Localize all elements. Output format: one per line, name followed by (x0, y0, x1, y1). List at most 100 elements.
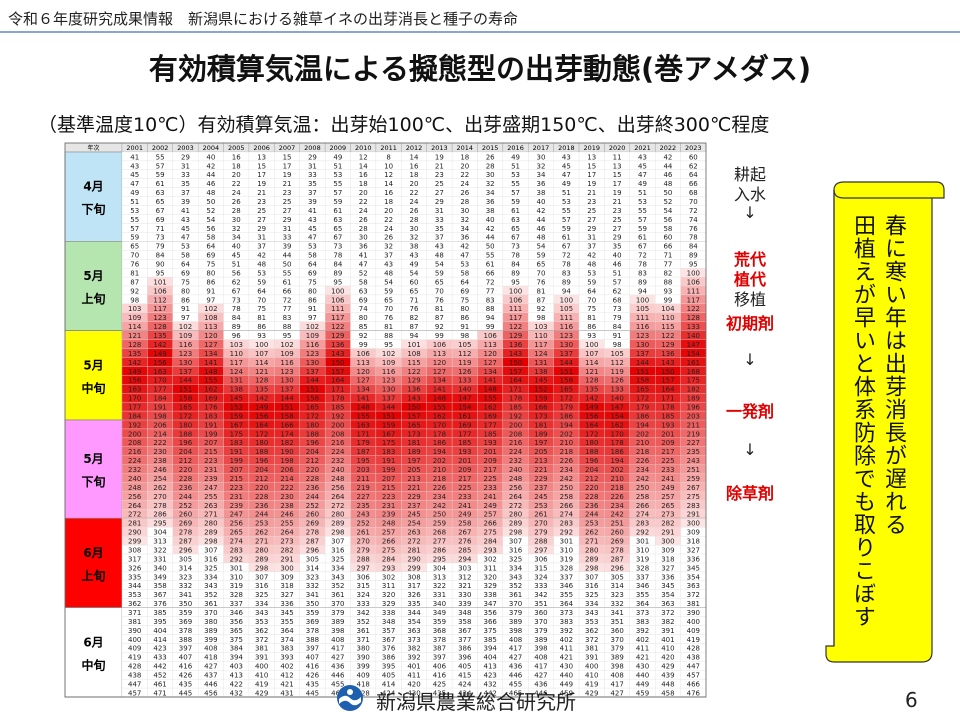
cell-value: 75 (257, 305, 266, 313)
period-month: 6月 (83, 546, 103, 560)
cell-value: 364 (280, 627, 294, 635)
cell-value: 165 (407, 421, 420, 429)
cell-value: 307 (331, 538, 344, 546)
cell-value: 65 (511, 225, 520, 233)
cell-value: 54 (663, 207, 672, 215)
cell-value: 370 (534, 618, 547, 626)
cell-value: 129 (509, 332, 522, 340)
cell-value: 73 (333, 243, 342, 251)
cell-value: 44 (283, 252, 292, 260)
cell-value: 74 (689, 216, 698, 224)
cell-value: 349 (153, 573, 166, 581)
cell-value: 86 (308, 296, 317, 304)
cell-value: 327 (687, 546, 700, 554)
cell-value: 54 (384, 278, 393, 286)
cell-value: 191 (382, 457, 395, 465)
cell-value: 103 (128, 305, 141, 313)
cell-value: 316 (585, 582, 599, 590)
cell-value: 122 (661, 332, 674, 340)
cell-value: 129 (331, 332, 344, 340)
cell-value: 205 (407, 466, 420, 474)
cell-value: 402 (280, 663, 293, 671)
cell-value: 181 (407, 439, 420, 447)
cell-value: 259 (687, 475, 700, 483)
cell-value: 40 (232, 243, 241, 251)
cell-value: 61 (333, 207, 342, 215)
cell-value: 274 (560, 511, 574, 519)
cell-value: 267 (687, 484, 700, 492)
cell-value: 284 (483, 538, 497, 546)
cell-value: 327 (280, 591, 293, 599)
cell-value: 361 (509, 591, 522, 599)
year-label: 2001 (126, 144, 143, 152)
cell-value: 48 (536, 234, 545, 242)
cell-value: 197 (534, 439, 547, 447)
cell-value: 87 (435, 314, 444, 322)
cell-value: 244 (179, 493, 193, 501)
cell-value: 47 (308, 234, 317, 242)
cell-value: 275 (483, 529, 496, 537)
cell-value: 391 (661, 627, 674, 635)
cell-value: 199 (204, 430, 217, 438)
cell-value: 115 (661, 323, 674, 331)
cell-value: 260 (179, 511, 192, 519)
cell-value: 73 (156, 234, 165, 242)
cell-value: 78 (689, 234, 698, 242)
cell-value: 343 (255, 609, 268, 617)
cell-value: 411 (560, 645, 573, 653)
cell-value: 427 (331, 654, 344, 662)
cell-value: 314 (179, 564, 193, 572)
cell-value: 315 (357, 582, 370, 590)
cell-value: 174 (280, 430, 294, 438)
cell-value: 162 (204, 386, 217, 394)
cell-value: 295 (433, 555, 446, 563)
cell-value: 382 (661, 618, 674, 626)
cell-value: 270 (153, 493, 166, 501)
cell-value: 28 (359, 225, 368, 233)
cell-value: 164 (661, 386, 675, 394)
cell-value: 319 (560, 555, 573, 563)
cell-value: 183 (382, 448, 395, 456)
cell-value: 363 (407, 627, 420, 635)
cell-value: 123 (636, 332, 649, 340)
cell-value: 137 (636, 350, 649, 358)
cell-value: 105 (610, 350, 623, 358)
cell-value: 78 (333, 252, 342, 260)
cell-value: 97 (181, 314, 190, 322)
cell-value: 232 (128, 466, 141, 474)
cell-value: 196 (255, 457, 269, 465)
cell-value: 172 (255, 430, 268, 438)
cell-value: 240 (509, 466, 522, 474)
cell-value: 25 (283, 198, 292, 206)
cell-value: 150 (407, 403, 420, 411)
cell-value: 353 (128, 591, 141, 599)
cell-value: 329 (382, 600, 395, 608)
cell-value: 408 (204, 645, 217, 653)
note: 移植 (733, 290, 766, 309)
cell-value: 293 (483, 546, 496, 554)
cell-value: 158 (179, 395, 192, 403)
cell-value: 89 (562, 278, 571, 286)
cell-value: 178 (331, 395, 344, 403)
cell-value: 27 (587, 216, 596, 224)
cell-value: 52 (206, 207, 215, 215)
cell-value: 301 (636, 538, 649, 546)
cell-value: 101 (407, 341, 420, 349)
cell-value: 258 (636, 493, 649, 501)
cell-value: 120 (204, 332, 217, 340)
cell-value: 222 (280, 484, 293, 492)
cell-value: 158 (280, 412, 293, 420)
cell-value: 53 (308, 243, 317, 251)
note: 初期剤 (725, 314, 774, 333)
cell-value: 314 (610, 582, 624, 590)
cell-value: 45 (308, 225, 317, 233)
cell-value: 37 (308, 189, 317, 197)
cell-value: 144 (636, 359, 650, 367)
cell-value: 145 (534, 377, 547, 385)
cell-value: 130 (280, 377, 293, 385)
cell-value: 308 (128, 546, 141, 554)
cell-value: 361 (331, 591, 344, 599)
cell-value: 23 (283, 189, 292, 197)
cell-value: 161 (458, 412, 471, 420)
year-label: 2021 (634, 144, 651, 152)
